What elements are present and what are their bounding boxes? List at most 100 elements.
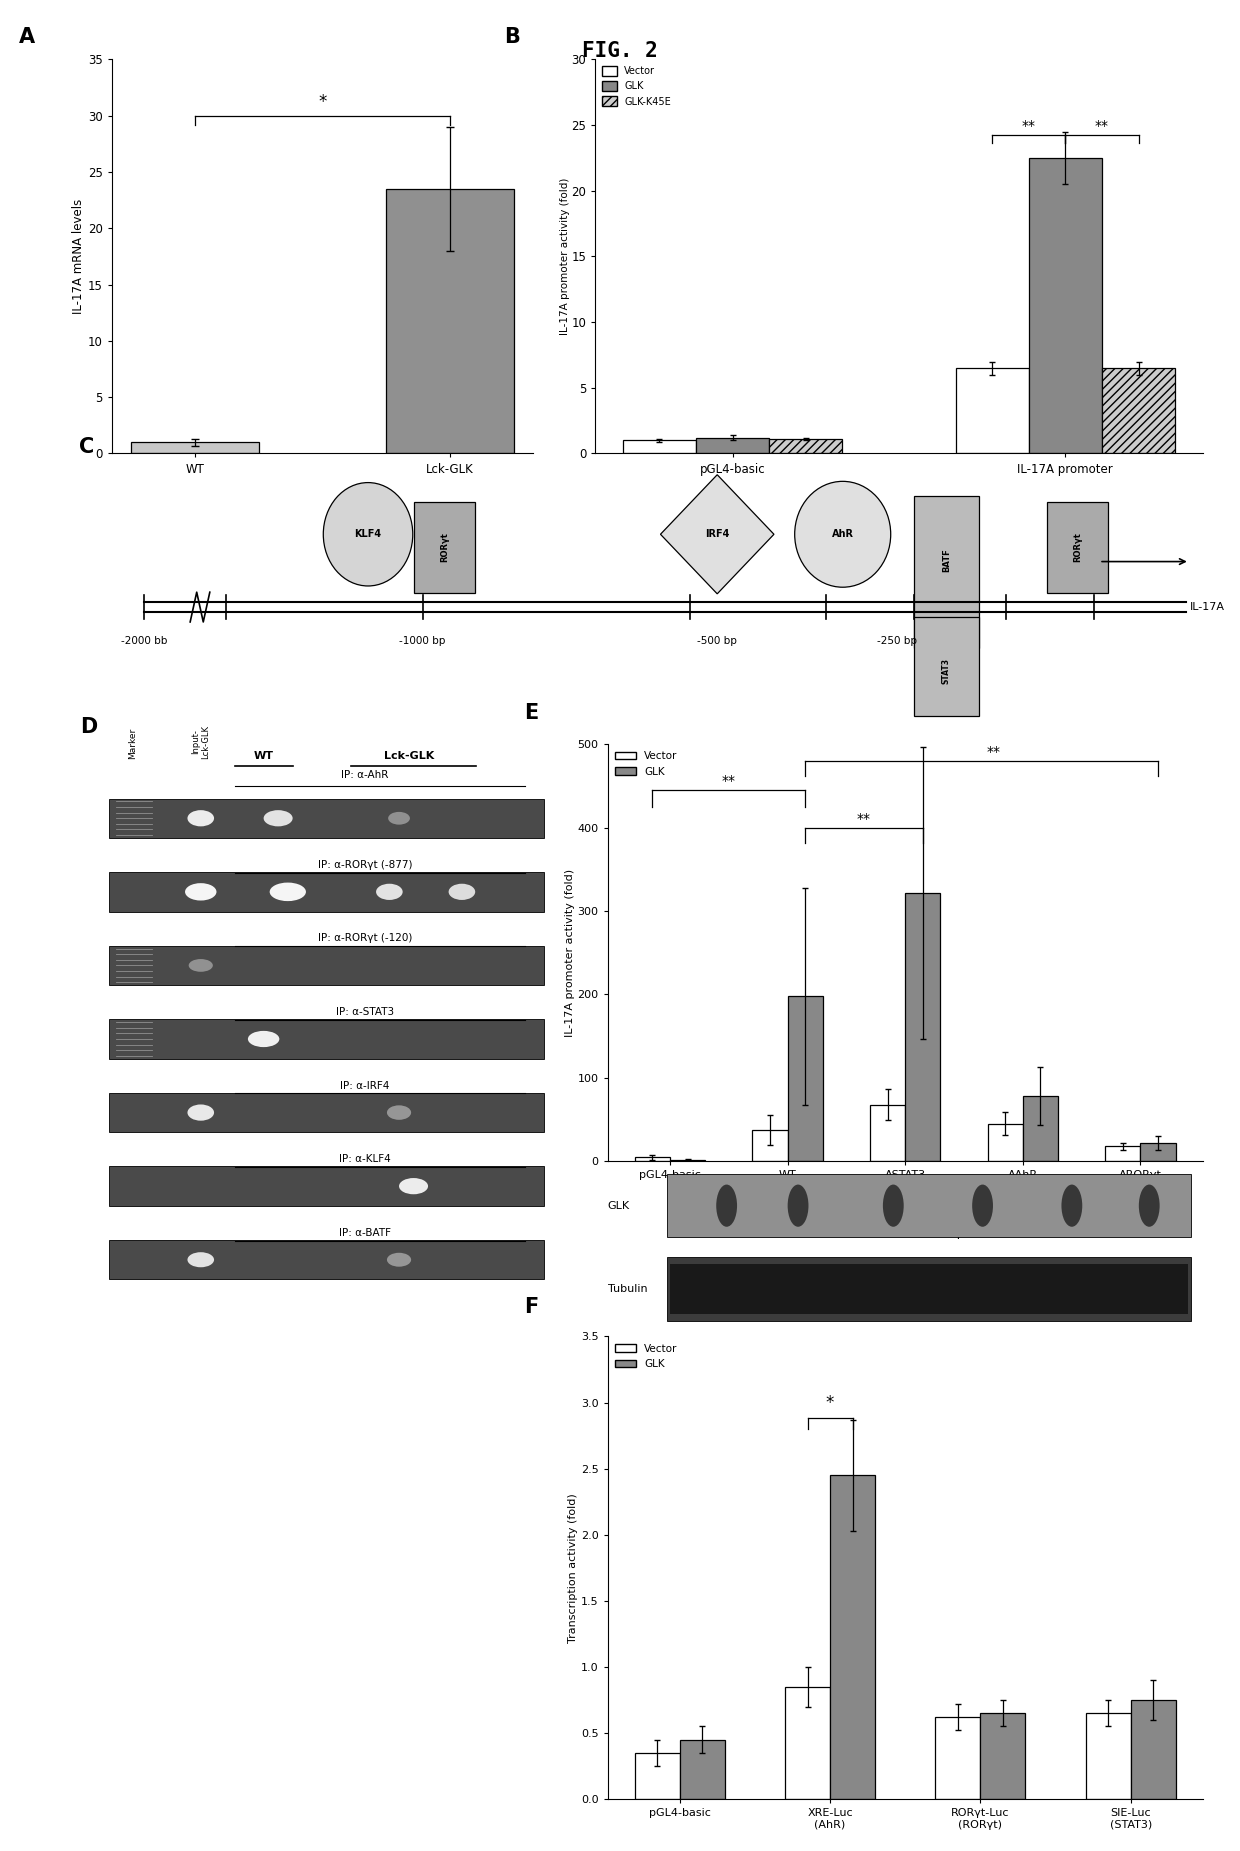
Text: IP: α-AhR: IP: α-AhR	[341, 770, 389, 779]
Bar	[753, 1129, 787, 1161]
Text: -250 bp: -250 bp	[877, 637, 918, 646]
Bar	[622, 441, 696, 453]
Text: RORγt: RORγt	[440, 533, 449, 563]
Text: Marker: Marker	[129, 727, 138, 759]
Ellipse shape	[449, 883, 475, 900]
Text: IL-17A promoter: IL-17A promoter	[916, 1227, 1012, 1240]
Text: AhR: AhR	[832, 529, 853, 539]
Bar	[667, 1257, 1190, 1320]
Ellipse shape	[387, 1253, 412, 1266]
Bar	[987, 1124, 1023, 1161]
Bar	[109, 946, 544, 985]
Text: -500 bp: -500 bp	[697, 637, 737, 646]
Text: IRF4: IRF4	[706, 529, 729, 539]
Ellipse shape	[185, 883, 217, 901]
Y-axis label: IL-17A promoter activity (fold): IL-17A promoter activity (fold)	[560, 178, 570, 335]
Text: IP: α-BATF: IP: α-BATF	[340, 1227, 391, 1238]
Polygon shape	[661, 474, 774, 594]
Bar	[109, 1240, 544, 1279]
Bar	[1029, 157, 1102, 453]
Text: D: D	[79, 716, 97, 737]
Text: -2000 bb: -2000 bb	[122, 637, 167, 646]
Text: E: E	[525, 703, 538, 724]
Text: **: **	[1022, 118, 1035, 133]
Bar	[870, 1105, 905, 1161]
Bar	[130, 442, 258, 453]
Ellipse shape	[972, 1185, 993, 1227]
Ellipse shape	[883, 1185, 904, 1227]
Text: WT: WT	[254, 752, 274, 761]
Bar	[387, 189, 515, 453]
Ellipse shape	[187, 1253, 215, 1268]
Text: **: **	[722, 774, 735, 789]
Bar	[914, 496, 980, 648]
Text: B: B	[503, 28, 520, 48]
Ellipse shape	[324, 483, 413, 587]
Text: Tubulin: Tubulin	[608, 1285, 647, 1294]
Bar	[1131, 1699, 1176, 1799]
Bar	[769, 439, 842, 453]
Bar	[1141, 1142, 1176, 1161]
Bar	[914, 616, 980, 716]
Ellipse shape	[187, 811, 215, 826]
Bar	[981, 1714, 1025, 1799]
Text: **: **	[857, 811, 870, 826]
Ellipse shape	[717, 1185, 737, 1227]
Y-axis label: IL-17A promoter activity (fold): IL-17A promoter activity (fold)	[564, 868, 574, 1037]
Bar	[109, 1166, 544, 1205]
Bar	[935, 1718, 981, 1799]
Text: Lck-GLK: Lck-GLK	[383, 752, 434, 761]
Ellipse shape	[388, 813, 410, 826]
Bar	[667, 1174, 1190, 1236]
Bar	[680, 1740, 725, 1799]
Bar	[696, 437, 769, 453]
Y-axis label: Transcription activity (fold): Transcription activity (fold)	[568, 1494, 578, 1642]
Ellipse shape	[399, 1177, 428, 1194]
Bar	[830, 1475, 875, 1799]
Text: C: C	[79, 437, 94, 457]
Text: *: *	[319, 93, 326, 111]
Text: **: **	[987, 744, 1001, 759]
Bar	[1023, 1096, 1058, 1161]
Bar	[109, 1020, 544, 1059]
Text: IP: α-KLF4: IP: α-KLF4	[340, 1155, 391, 1164]
Legend: Vector, GLK, GLK-K45E: Vector, GLK, GLK-K45E	[600, 65, 673, 109]
Bar	[1105, 1146, 1141, 1161]
Bar	[785, 1686, 830, 1799]
Ellipse shape	[787, 1185, 808, 1227]
Bar	[956, 368, 1029, 453]
Text: IP: α-STAT3: IP: α-STAT3	[336, 1007, 394, 1016]
Ellipse shape	[795, 481, 890, 587]
Text: Input-
Lck-GLK: Input- Lck-GLK	[191, 724, 211, 759]
Text: STAT3: STAT3	[942, 657, 951, 683]
Text: *: *	[826, 1394, 835, 1412]
Ellipse shape	[1138, 1185, 1159, 1227]
Text: F: F	[525, 1298, 538, 1318]
Legend: Vector, GLK: Vector, GLK	[613, 750, 680, 779]
Text: A: A	[19, 28, 35, 48]
Text: BATF: BATF	[942, 548, 951, 572]
Ellipse shape	[269, 883, 306, 901]
Bar	[109, 1092, 544, 1133]
Bar	[109, 798, 544, 839]
Bar	[635, 1157, 670, 1161]
Ellipse shape	[387, 1105, 412, 1120]
Text: RORγt: RORγt	[1073, 533, 1081, 563]
Ellipse shape	[1061, 1185, 1083, 1227]
Bar	[109, 872, 544, 911]
Bar	[1102, 368, 1176, 453]
Bar	[1047, 502, 1107, 592]
Text: IP: α-RORγt (-877): IP: α-RORγt (-877)	[317, 861, 413, 870]
Text: -1000 bp: -1000 bp	[399, 637, 445, 646]
Ellipse shape	[187, 1105, 215, 1120]
Y-axis label: IL-17A mRNA levels: IL-17A mRNA levels	[72, 198, 84, 315]
Text: KLF4: KLF4	[355, 529, 382, 539]
Text: IP: α-IRF4: IP: α-IRF4	[341, 1081, 389, 1090]
Bar	[1085, 1714, 1131, 1799]
Bar	[905, 892, 940, 1161]
Bar	[635, 1753, 680, 1799]
Bar	[787, 996, 823, 1161]
Text: FIG. 2: FIG. 2	[582, 41, 658, 61]
Text: IP: α-RORγt (-120): IP: α-RORγt (-120)	[317, 933, 413, 944]
Ellipse shape	[248, 1031, 279, 1048]
